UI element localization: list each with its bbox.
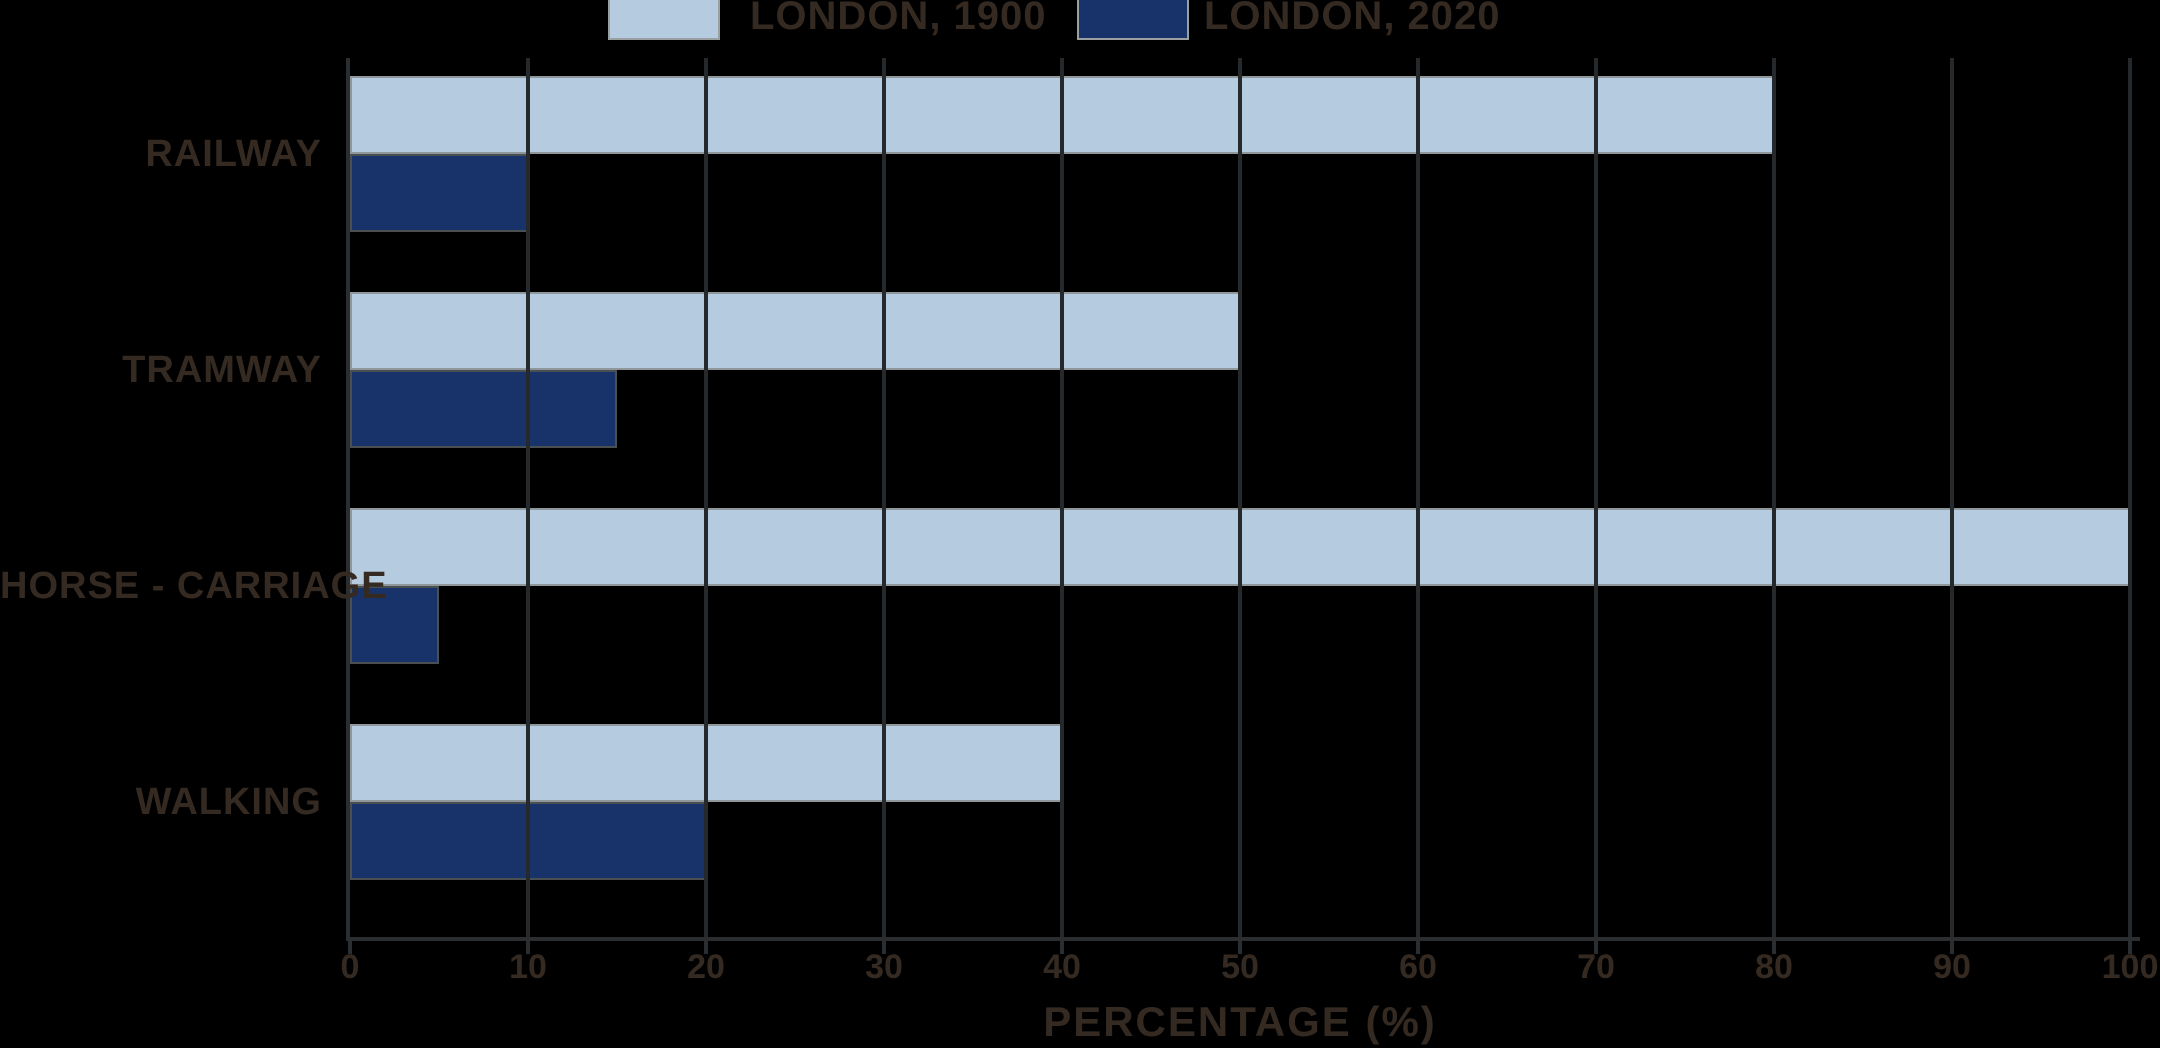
x-tick-label-20: 20 [687, 948, 725, 986]
x-tick-30 [882, 941, 886, 954]
gridline-40 [1060, 58, 1064, 937]
category-label-4: WALKING [135, 781, 322, 823]
x-tick-50 [1238, 941, 1242, 954]
gridline-20 [704, 58, 708, 937]
legend-label-series-1: LONDON, 1900 [750, 0, 1047, 38]
gridline-60 [1416, 58, 1420, 937]
x-tick-label-30: 30 [865, 948, 903, 986]
gridline-80 [1772, 58, 1776, 937]
bar-railway-series-2 [350, 154, 528, 232]
gridline-50 [1238, 58, 1242, 937]
x-tick-40 [1060, 941, 1064, 954]
x-axis-title: PERCENTAGE (%) [1043, 998, 1437, 1045]
bar-tramway-series-1 [350, 292, 1240, 370]
x-tick-100 [2128, 941, 2132, 954]
legend-swatch-series-1 [608, 0, 720, 40]
x-axis-spine [346, 937, 2140, 941]
x-tick-70 [1594, 941, 1598, 954]
gridline-100 [2128, 58, 2132, 937]
gridline-70 [1594, 58, 1598, 937]
x-tick-label-90: 90 [1933, 948, 1971, 986]
y-axis-spine [346, 58, 350, 941]
x-tick-label-70: 70 [1577, 948, 1615, 986]
x-tick-label-40: 40 [1043, 948, 1081, 986]
gridline-30 [882, 58, 886, 937]
x-tick-label-0: 0 [340, 948, 360, 986]
x-tick-0 [348, 941, 352, 954]
bar-tramway-series-2 [350, 370, 617, 448]
x-tick-20 [704, 941, 708, 954]
category-label-3: HORSE - CARRIAGE [0, 565, 388, 607]
x-tick-10 [526, 941, 530, 954]
x-tick-90 [1950, 941, 1954, 954]
x-tick-label-50: 50 [1221, 948, 1259, 986]
x-tick-60 [1416, 941, 1420, 954]
x-tick-label-60: 60 [1399, 948, 1437, 986]
category-label-2: TRAMWAY [122, 349, 322, 391]
gridline-90 [1950, 58, 1954, 937]
x-tick-label-100: 100 [2101, 948, 2159, 986]
legend-swatch-series-2 [1077, 0, 1189, 40]
legend-label-series-2: LONDON, 2020 [1204, 0, 1501, 38]
x-tick-label-80: 80 [1755, 948, 1793, 986]
category-label-1: RAILWAY [145, 133, 322, 175]
bar-horse-carriage-series-2 [350, 586, 439, 664]
x-tick-label-10: 10 [509, 948, 547, 986]
gridline-10 [526, 58, 530, 937]
x-tick-80 [1772, 941, 1776, 954]
